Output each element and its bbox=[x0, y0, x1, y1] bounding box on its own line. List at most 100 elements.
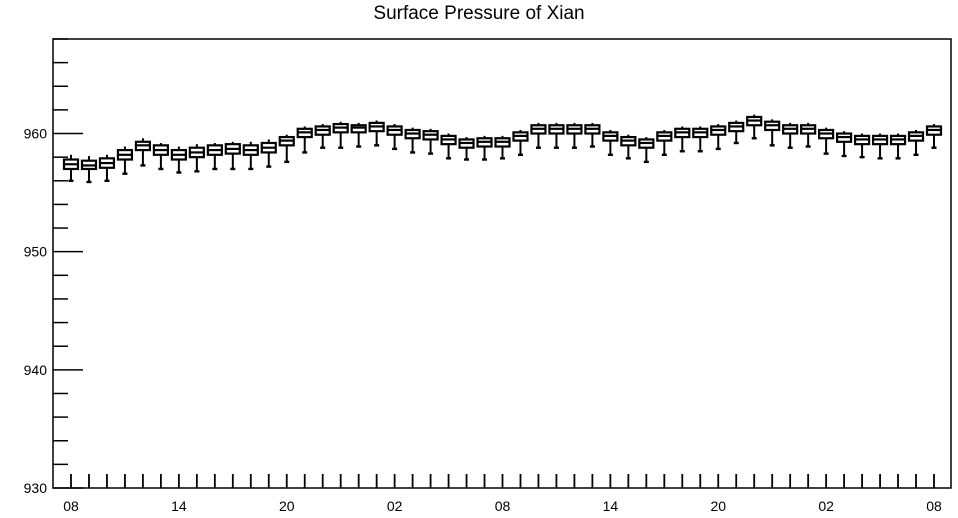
box-plot bbox=[386, 124, 403, 151]
whisker-cap bbox=[913, 153, 919, 156]
x-tick-label: 08 bbox=[926, 498, 942, 514]
whisker-cap bbox=[823, 152, 829, 155]
whisker-cap bbox=[931, 146, 937, 149]
box-plot bbox=[692, 126, 709, 153]
box-plot bbox=[494, 135, 511, 160]
whisker-cap bbox=[571, 146, 577, 149]
box-plot bbox=[889, 133, 907, 160]
whisker-cap bbox=[374, 144, 380, 147]
whisker-cap bbox=[769, 144, 775, 147]
whisker-cap bbox=[517, 153, 523, 156]
box-plot bbox=[206, 142, 223, 171]
whisker-cap bbox=[643, 160, 649, 164]
box-plot bbox=[764, 119, 781, 147]
box-plot bbox=[404, 127, 421, 154]
whisker-cap bbox=[482, 158, 488, 161]
whisker-cap bbox=[607, 153, 613, 156]
whisker-cap bbox=[194, 170, 200, 173]
whisker-cap bbox=[338, 146, 344, 149]
box-plot bbox=[566, 122, 583, 149]
whisker-cap bbox=[805, 145, 811, 148]
box-plot bbox=[188, 144, 205, 173]
x-tick-label: 02 bbox=[387, 498, 403, 514]
whisker-cap bbox=[410, 151, 416, 154]
box-plot bbox=[170, 146, 187, 174]
whisker-cap bbox=[589, 145, 595, 148]
whisker-cap bbox=[392, 147, 398, 151]
whisker-cap bbox=[320, 146, 326, 149]
whisker-cap bbox=[661, 153, 667, 156]
whisker-cap bbox=[230, 167, 236, 171]
whisker-cap bbox=[446, 157, 452, 160]
box-plot bbox=[907, 129, 925, 156]
whisker-cap bbox=[356, 145, 362, 148]
whisker-cap bbox=[535, 146, 541, 149]
box-plot bbox=[422, 128, 439, 155]
whisker-cap bbox=[751, 137, 757, 140]
whisker-cap bbox=[104, 179, 110, 182]
box-plot bbox=[242, 141, 259, 171]
box-plot bbox=[134, 138, 152, 167]
x-tick-label: 08 bbox=[495, 498, 511, 514]
x-tick-label: 14 bbox=[171, 498, 187, 514]
y-tick-label: 930 bbox=[24, 480, 48, 496]
box-plot bbox=[782, 122, 799, 149]
box-plot bbox=[278, 134, 295, 164]
box-plot bbox=[368, 120, 385, 147]
box-plot bbox=[638, 137, 655, 164]
whisker-cap bbox=[68, 179, 74, 182]
box-plot bbox=[116, 146, 134, 175]
box-plot bbox=[458, 137, 475, 161]
whisker-cap bbox=[140, 164, 146, 167]
box bbox=[350, 124, 367, 134]
whisker-cap bbox=[464, 158, 470, 161]
box-plot bbox=[548, 122, 565, 149]
y-tick-label: 940 bbox=[24, 362, 48, 378]
whisker-cap bbox=[715, 147, 721, 151]
box-plot bbox=[925, 124, 943, 149]
box-plot bbox=[818, 127, 835, 155]
whisker-cap bbox=[248, 167, 254, 171]
whisker-cap bbox=[679, 150, 685, 153]
box-plot bbox=[512, 129, 529, 156]
box-plot bbox=[728, 120, 745, 145]
box-plot bbox=[871, 133, 889, 160]
whisker-cap bbox=[500, 157, 505, 160]
whisker-cap bbox=[284, 160, 290, 164]
box-plot bbox=[656, 129, 673, 156]
whisker-cap bbox=[553, 146, 559, 149]
whisker-cap bbox=[841, 154, 847, 158]
whisker-cap bbox=[302, 151, 308, 154]
box-plot bbox=[746, 114, 763, 140]
x-tick-label: 02 bbox=[818, 498, 834, 514]
whisker-cap bbox=[859, 155, 865, 159]
box-plot bbox=[260, 139, 277, 168]
whisker-cap bbox=[212, 167, 218, 171]
x-tick-label: 20 bbox=[710, 498, 726, 514]
box-plot bbox=[836, 131, 853, 158]
x-tick-label: 08 bbox=[63, 498, 79, 514]
box-plot bbox=[674, 126, 691, 153]
x-tick-label: 14 bbox=[603, 498, 619, 514]
whisker-cap bbox=[877, 157, 883, 160]
box-plot bbox=[332, 121, 349, 149]
whisker-cap bbox=[428, 152, 434, 155]
box-plot bbox=[62, 154, 80, 182]
whisker-cap bbox=[158, 167, 164, 171]
whisker-cap bbox=[86, 180, 92, 184]
whisker-cap bbox=[733, 141, 739, 145]
whisker-cap bbox=[895, 157, 901, 160]
box-plot bbox=[476, 135, 493, 161]
whisker-cap bbox=[176, 171, 182, 174]
box-plot bbox=[350, 122, 367, 148]
whisker-cap bbox=[122, 172, 128, 175]
box-plot bbox=[314, 124, 331, 149]
box-plot bbox=[98, 154, 116, 182]
box-plot bbox=[710, 124, 727, 151]
y-tick-label: 960 bbox=[24, 126, 48, 142]
x-tick-label: 20 bbox=[279, 498, 295, 514]
box-plot bbox=[152, 142, 169, 171]
whisker-cap bbox=[625, 157, 631, 160]
box-plot bbox=[530, 122, 547, 149]
box-plot bbox=[80, 155, 98, 184]
